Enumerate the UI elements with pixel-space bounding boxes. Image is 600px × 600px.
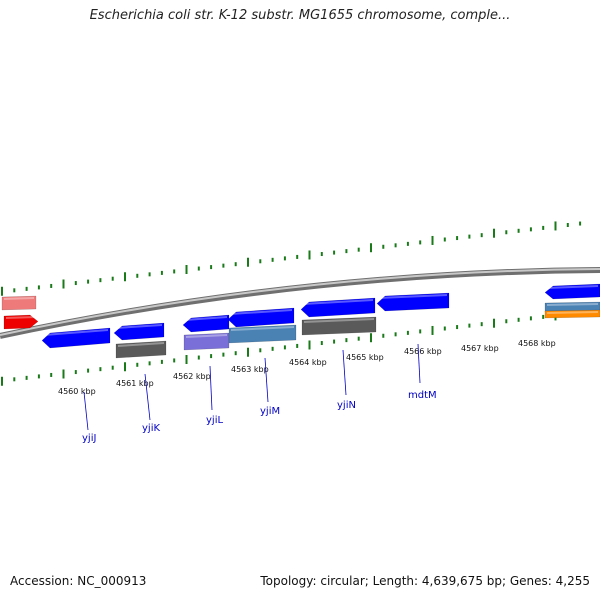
kbp-tick-label: 4561 kbp: [116, 379, 154, 388]
feature-arrow[interactable]: [300, 297, 376, 318]
gene-leader-line: [342, 349, 347, 396]
gene-label-yjin[interactable]: yjiN: [337, 400, 356, 411]
kbp-tick-label: 4563 kbp: [231, 365, 269, 374]
gene-leader-line: [264, 357, 269, 403]
feature-arrow[interactable]: [113, 322, 165, 341]
backbone: [0, 267, 600, 339]
kbp-ticks: 4560 kbp 4561 kbp 4562 kbp 4563 kbp 4564 kbp…: [58, 339, 556, 396]
kbp-tick-label: 4564 kbp: [289, 358, 327, 367]
gene-leader-line: [144, 373, 151, 421]
feature-arrow[interactable]: [544, 309, 600, 319]
gene-labels: yjiJ yjiK yjiL yjiM yjiN mdtM: [82, 343, 437, 444]
feature-track: [1, 283, 600, 359]
gene-leader-line: [83, 391, 89, 431]
feature-arrow[interactable]: [544, 283, 600, 300]
gene-leader-line: [417, 343, 421, 384]
feature-arrow[interactable]: [544, 301, 600, 313]
genome-summary: Topology: circular; Length: 4,639,675 bp…: [260, 574, 590, 588]
kbp-tick-label: 4560 kbp: [58, 387, 96, 396]
gene-label-mdtm[interactable]: mdtM: [408, 390, 437, 401]
gene-label-yjil[interactable]: yjiL: [206, 415, 223, 426]
feature-arrow[interactable]: [1, 295, 37, 311]
kbp-tick-label: 4568 kbp: [518, 339, 556, 348]
feature-arrow[interactable]: [182, 314, 230, 333]
gene-leader-line: [209, 365, 213, 411]
feature-arrow[interactable]: [376, 292, 450, 312]
feature-arrow[interactable]: [41, 327, 111, 349]
feature-arrow[interactable]: [183, 332, 230, 351]
gene-label-yjik[interactable]: yjiK: [142, 423, 160, 434]
gene-label-yjim[interactable]: yjiM: [260, 406, 280, 417]
feature-arrow[interactable]: [301, 316, 377, 336]
accession-label: Accession: NC_000913: [10, 574, 147, 588]
kbp-tick-label: 4567 kbp: [461, 344, 499, 353]
map-title: Escherichia coli str. K-12 substr. MG165…: [89, 8, 511, 23]
kbp-tick-label: 4565 kbp: [346, 353, 384, 362]
backbone-highlight: [0, 268, 600, 336]
kbp-tick-label: 4562 kbp: [173, 372, 211, 381]
gene-label-yjij[interactable]: yjiJ: [82, 433, 96, 444]
feature-arrow[interactable]: [115, 340, 167, 359]
feature-arrow[interactable]: [227, 307, 295, 328]
kbp-tick-label: 4566 kbp: [404, 347, 442, 356]
feature-arrow[interactable]: [3, 314, 39, 330]
gc-skew-track-upper: [1, 221, 582, 296]
feature-arrow[interactable]: [228, 324, 297, 344]
